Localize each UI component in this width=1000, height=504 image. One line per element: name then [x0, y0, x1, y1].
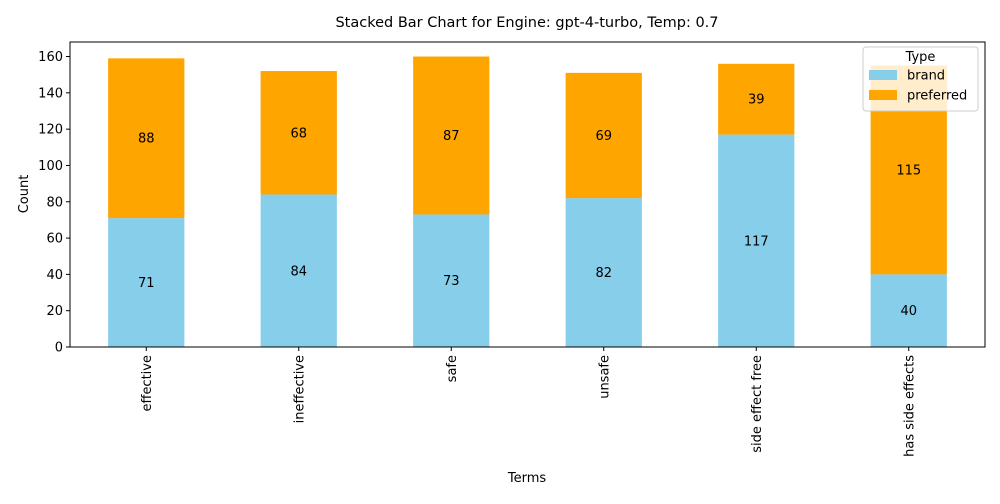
- bar-value-label: 88: [138, 132, 155, 147]
- bar-brand: [260, 194, 337, 347]
- x-tick-label: safe: [445, 355, 460, 382]
- x-axis-label: Terms: [507, 471, 547, 486]
- y-tick-label: 80: [46, 195, 63, 210]
- bar-value-label: 39: [748, 93, 765, 108]
- bar-value-label: 115: [896, 163, 921, 178]
- y-tick-label: 100: [38, 159, 63, 174]
- x-tick-label: effective: [140, 355, 155, 412]
- bar-preferred: [718, 63, 795, 135]
- legend-label-preferred: preferred: [907, 89, 967, 104]
- bar-value-label: 71: [138, 276, 155, 291]
- bar-brand: [108, 218, 185, 347]
- bar-value-label: 73: [443, 274, 460, 289]
- y-tick-label: 160: [38, 50, 63, 65]
- bar-value-label: 40: [900, 304, 917, 319]
- y-tick-label: 140: [38, 86, 63, 101]
- x-tick-label: unsafe: [597, 355, 612, 399]
- bar-value-label: 84: [290, 264, 307, 279]
- bar-value-label: 69: [595, 129, 612, 144]
- legend-swatch-preferred: [869, 90, 897, 100]
- legend-label-brand: brand: [907, 69, 945, 84]
- x-tick-label: side effect free: [750, 355, 765, 453]
- legend-title: Type: [905, 50, 936, 65]
- chart-title: Stacked Bar Chart for Engine: gpt-4-turb…: [335, 15, 718, 31]
- bar-value-label: 68: [290, 126, 307, 141]
- bar-value-label: 117: [744, 234, 769, 249]
- y-tick-label: 20: [46, 304, 63, 319]
- bar-brand: [718, 134, 795, 347]
- bar-brand: [565, 198, 642, 347]
- bar-preferred: [413, 56, 490, 215]
- y-axis-label: Count: [17, 175, 32, 214]
- y-tick-label: 40: [46, 268, 63, 283]
- y-tick-label: 60: [46, 232, 63, 247]
- x-tick-label: has side effects: [902, 355, 917, 457]
- plot-area: 71 88 84 68 73 87 82 69 117 39 40 115 0 20 40 60 80 100 12…: [38, 41, 986, 457]
- bar-brand: [870, 274, 947, 347]
- legend-swatch-brand: [869, 70, 897, 80]
- x-tick-label: ineffective: [292, 355, 307, 423]
- bar-preferred: [260, 71, 337, 195]
- bar-value-label: 82: [595, 266, 612, 281]
- y-tick-label: 120: [38, 123, 63, 138]
- bar-value-label: 87: [443, 129, 460, 144]
- bar-preferred: [108, 58, 185, 219]
- y-tick-label: 0: [55, 341, 63, 356]
- axes-frame: [69, 41, 986, 348]
- bar-preferred: [565, 72, 642, 199]
- bar-brand: [413, 214, 490, 347]
